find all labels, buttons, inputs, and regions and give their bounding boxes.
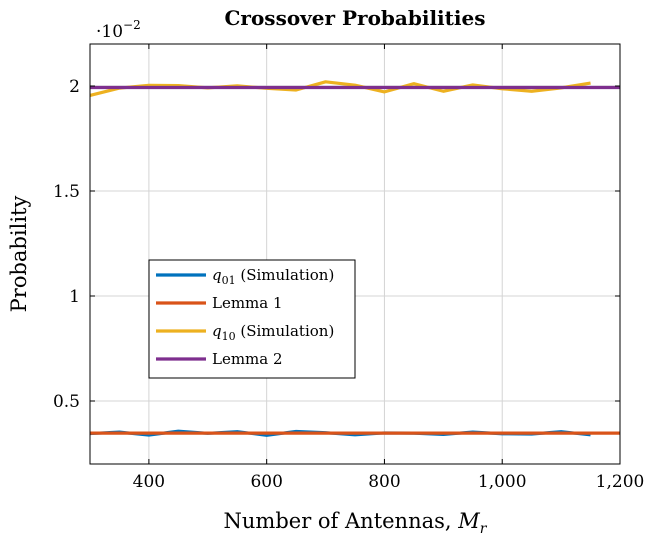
x-axis: 400 600 800 1,000 1,200 — [133, 44, 645, 492]
series-layer — [89, 80, 620, 437]
y-axis: 0.5 1 1.5 2 — [53, 77, 620, 412]
chart-title: Crossover Probabilities — [225, 6, 486, 30]
legend-label-2: Lemma 1 — [212, 294, 283, 312]
y-axis-label: Probability — [7, 196, 31, 313]
grid — [90, 44, 621, 464]
x-tick-label: 1,000 — [478, 472, 527, 492]
x-axis-label: Number of Antennas, Mr — [224, 509, 488, 535]
legend: q01 (Simulation) Lemma 1 q10 (Simulation) L… — [148, 259, 356, 379]
y-tick-label: 1.5 — [53, 182, 80, 202]
y-multiplier: ·10−2 — [96, 18, 141, 42]
legend-label-3: q10 (Simulation) — [212, 322, 334, 343]
x-tick-label: 800 — [368, 472, 400, 492]
series-line-3 — [89, 80, 591, 98]
x-tick-label: 400 — [133, 472, 165, 492]
x-tick-label: 1,200 — [596, 472, 645, 492]
x-tick-label: 600 — [250, 472, 282, 492]
y-tick-label: 1 — [69, 287, 80, 307]
y-tick-label: 0.5 — [53, 392, 80, 412]
plot-frame — [89, 43, 621, 465]
legend-label-1: q01 (Simulation) — [212, 266, 334, 287]
y-tick-label: 2 — [69, 77, 80, 97]
legend-label-4: Lemma 2 — [212, 350, 283, 368]
